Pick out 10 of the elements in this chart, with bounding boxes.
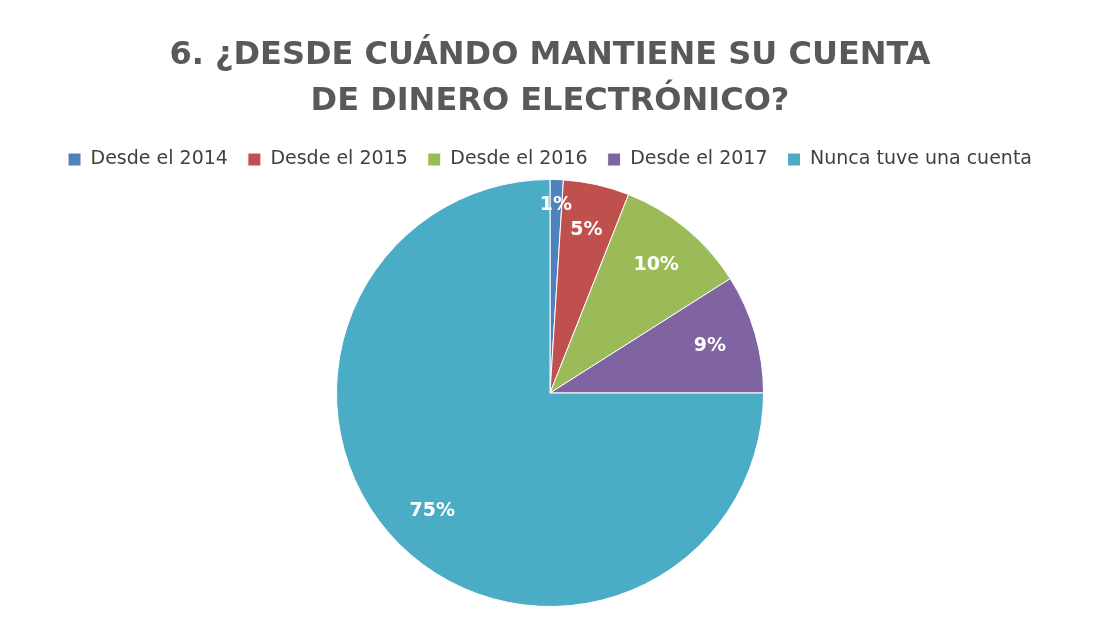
data-label: 75% <box>409 497 455 520</box>
legend-label: Desde el 2017 <box>630 146 768 169</box>
data-label: 5% <box>570 217 603 240</box>
legend-label: Desde el 2016 <box>450 146 588 169</box>
chart-title: 6. ¿DESDE CUÁNDO MANTIENE SU CUENTA DE DINERO ELECTRÓNICO? <box>168 33 932 120</box>
data-label: 9% <box>693 333 727 356</box>
legend-label: Desde el 2015 <box>270 146 408 169</box>
legend-label: Desde el 2014 <box>90 146 228 169</box>
data-label: 10% <box>633 251 679 274</box>
legend-label: Nunca tuve una cuenta <box>810 146 1032 169</box>
